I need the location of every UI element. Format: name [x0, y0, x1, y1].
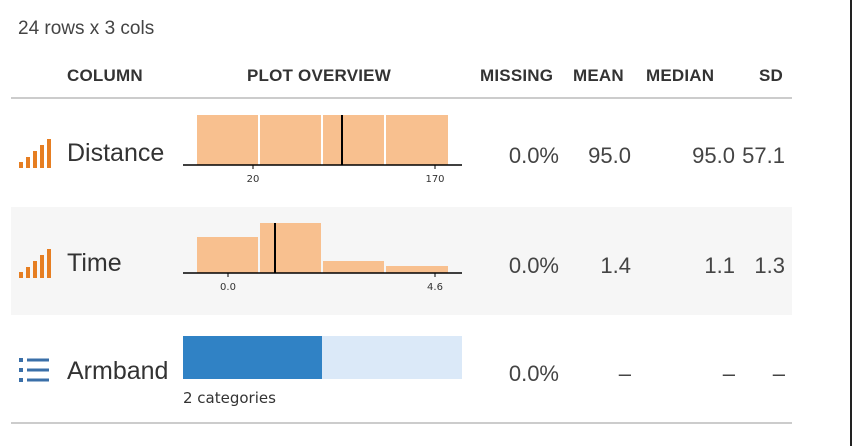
category-segment: [183, 336, 322, 379]
category-count-label: 2 categories: [183, 389, 276, 407]
table-bottom-divider: [11, 422, 792, 424]
histogram-bin: [323, 261, 384, 273]
median-value: –: [722, 361, 735, 386]
x-tick-label: 4.6: [427, 282, 443, 293]
x-tick-label: 170: [425, 174, 444, 185]
column-name-distance[interactable]: Distance: [67, 139, 165, 167]
table-row[interactable]: Time 0.0 4.6 0.0% 1.4 1.1 1.3: [11, 207, 792, 315]
header-mean[interactable]: MEAN: [573, 66, 624, 85]
histogram-bin: [197, 115, 258, 165]
histogram-bin: [386, 115, 448, 165]
table-row[interactable]: Armband 2 categories 0.0% – – –: [11, 315, 792, 423]
time-histogram: 0.0 4.6: [183, 223, 462, 293]
distance-histogram: 20 170: [183, 115, 462, 185]
sd-value: –: [772, 361, 785, 386]
armband-category-bar: [183, 336, 462, 379]
sd-value: 57.1: [742, 143, 785, 168]
histogram-bin: [260, 115, 321, 165]
histogram-bin: [386, 266, 448, 273]
median-value: 95.0: [692, 143, 735, 168]
mean-value: 95.0: [588, 143, 631, 168]
table-row[interactable]: Distance 20 170 0.0% 95.0 95.0 57.1: [11, 99, 792, 207]
column-name-armband[interactable]: Armband: [67, 357, 169, 385]
category-segment: [322, 336, 462, 379]
header-missing[interactable]: MISSING: [480, 66, 554, 85]
missing-value: 0.0%: [508, 143, 559, 168]
table-summary: 24 rows x 3 cols: [18, 18, 155, 39]
median-value: 1.1: [704, 253, 735, 278]
header-median[interactable]: MEDIAN: [646, 66, 715, 85]
missing-value: 0.0%: [508, 253, 559, 278]
mean-value: 1.4: [600, 253, 631, 278]
window-border: [850, 0, 852, 446]
header-sd[interactable]: SD: [759, 66, 784, 85]
missing-value: 0.0%: [508, 361, 559, 386]
numeric-bars-icon: [19, 249, 51, 278]
x-tick-label: 0.0: [220, 282, 236, 293]
list-icon: [19, 358, 49, 382]
header-column[interactable]: COLUMN: [67, 66, 143, 85]
header-divider: [11, 97, 792, 99]
histogram-bin: [323, 115, 384, 165]
x-tick-label: 20: [247, 174, 260, 185]
histogram-bin: [260, 223, 321, 273]
mean-value: –: [618, 361, 631, 386]
header-plot-overview: PLOT OVERVIEW: [247, 66, 391, 85]
histogram-bin: [197, 237, 258, 273]
sd-value: 1.3: [754, 253, 785, 278]
column-name-time[interactable]: Time: [67, 249, 122, 277]
numeric-bars-icon: [19, 139, 51, 168]
